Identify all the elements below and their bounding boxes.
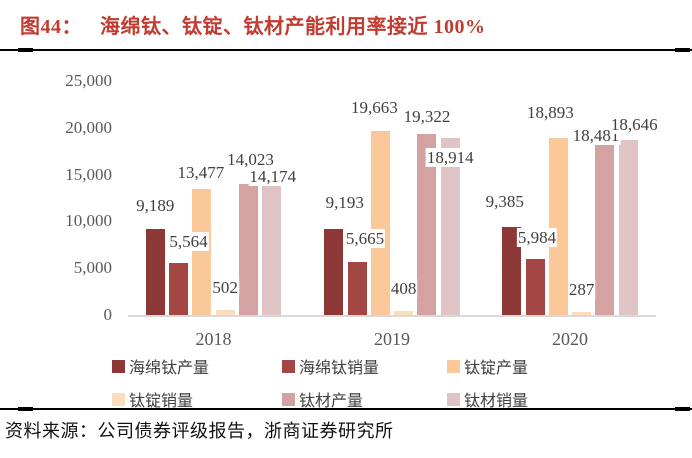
bar — [525, 258, 545, 315]
legend-label: 钛锭销量 — [129, 393, 194, 410]
bar-value-label: 14,023 — [226, 149, 275, 169]
bar-value-label: 9,193 — [324, 192, 365, 212]
bar — [215, 310, 235, 315]
bar-value-label: 9,385 — [484, 192, 525, 212]
divider-endcap-left — [18, 407, 33, 411]
legend-label: 钛材销量 — [464, 393, 529, 410]
bar-value-label: 408 — [389, 279, 418, 299]
bar-value-label: 18,646 — [609, 115, 659, 135]
bar — [595, 142, 615, 315]
bar-value-label: 5,665 — [344, 228, 386, 248]
legend-swatch — [447, 359, 460, 373]
divider-bottom — [0, 407, 692, 411]
bar — [145, 228, 165, 315]
x-axis-line — [128, 315, 656, 317]
bar-value-label: 19,663 — [349, 97, 399, 117]
figure-title-text: 海绵钛、钛锭、钛材产能利用率接近 100% — [100, 16, 486, 38]
bar — [548, 138, 568, 315]
bar — [440, 137, 460, 315]
bar — [192, 188, 212, 315]
divider-endcap-right — [675, 407, 690, 411]
legend-swatch — [112, 359, 125, 373]
bar-value-label: 9,189 — [135, 195, 176, 215]
bar — [347, 261, 367, 315]
x-axis-category-label: 2020 — [552, 329, 588, 349]
y-axis-tick-label: 15,000 — [65, 164, 112, 184]
bar-value-label: 502 — [211, 278, 239, 298]
bar — [324, 228, 344, 315]
y-axis-tick-label: 5,000 — [73, 258, 112, 278]
bar-value-label: 18,914 — [425, 147, 475, 167]
legend-item: 海绵钛销量 — [282, 354, 379, 378]
legend-item: 钛锭产量 — [447, 354, 528, 378]
bar — [238, 183, 258, 315]
bar-value-label: 18,481 — [571, 126, 621, 146]
legend-label: 钛锭产量 — [464, 360, 529, 377]
bar — [572, 312, 592, 315]
divider-endcap-left — [18, 48, 33, 52]
legend-label: 海绵钛产量 — [129, 360, 210, 377]
bar — [370, 130, 390, 315]
divider-endcap-right — [675, 48, 690, 52]
legend-swatch — [112, 392, 125, 406]
bar — [618, 140, 638, 315]
bar-value-label: 287 — [567, 280, 596, 300]
divider-top — [0, 48, 692, 52]
legend-item: 钛材销量 — [447, 387, 528, 411]
bar-value-label: 5,984 — [516, 227, 558, 247]
legend-label: 海绵钛销量 — [299, 360, 380, 377]
legend-label: 钛材产量 — [299, 393, 364, 410]
x-axis-category-label: 2019 — [374, 329, 410, 349]
bar — [417, 134, 437, 315]
bar-value-label: 13,477 — [176, 162, 226, 182]
bar — [394, 311, 414, 315]
legend-item: 钛锭销量 — [112, 387, 193, 411]
figure-number: 图44： — [20, 16, 82, 38]
x-axis-category-label: 2018 — [195, 329, 232, 349]
legend-item: 钛材产量 — [282, 387, 363, 411]
bar-value-label: 18,893 — [525, 103, 575, 123]
y-axis-tick-label: 20,000 — [65, 117, 112, 137]
bar — [502, 227, 522, 315]
legend-swatch — [447, 392, 460, 406]
y-axis-tick-label: 0 — [103, 305, 113, 324]
bar-value-label: 19,322 — [402, 107, 452, 127]
figure-title: 图44： 海绵钛、钛锭、钛材产能利用率接近 100% — [20, 10, 486, 39]
legend-swatch — [282, 392, 295, 406]
source-note: 资料来源：公司债券评级报告，浙商证券研究所 — [5, 421, 394, 441]
y-axis-tick-label: 25,000 — [65, 71, 112, 90]
y-axis-tick-label: 10,000 — [65, 211, 112, 231]
legend-swatch — [282, 359, 295, 373]
bar-value-label: 14,174 — [248, 167, 298, 187]
legend-item: 海绵钛产量 — [112, 354, 209, 378]
bar-value-label: 5,564 — [168, 231, 209, 251]
bar — [169, 262, 189, 315]
bar — [262, 182, 282, 315]
